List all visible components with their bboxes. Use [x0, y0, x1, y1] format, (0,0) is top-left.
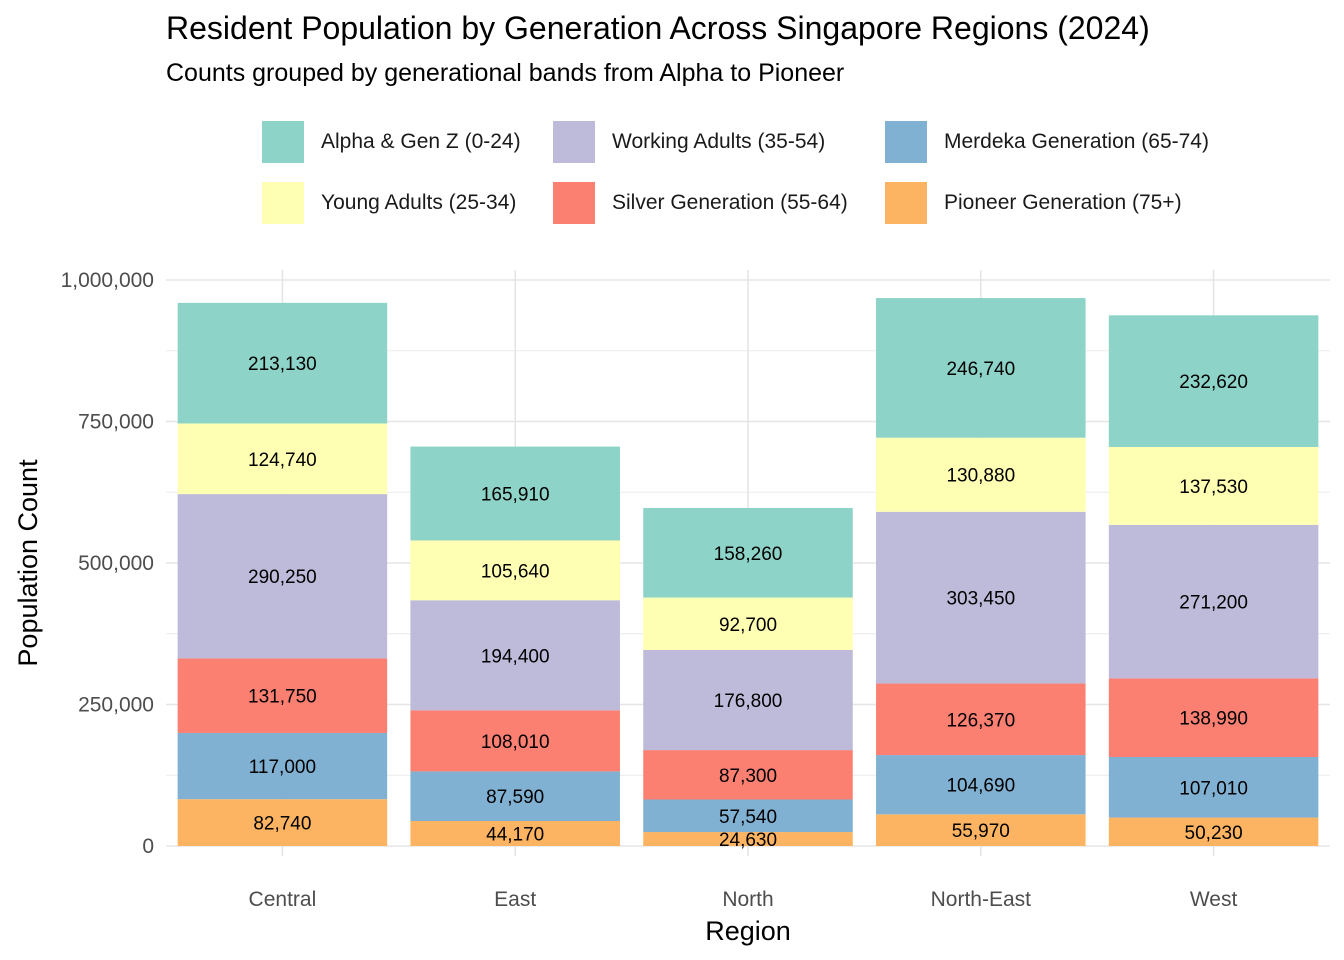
- chart-title: Resident Population by Generation Across…: [166, 10, 1150, 46]
- bar-value-label: 57,540: [719, 807, 777, 828]
- bar-segment: [876, 298, 1086, 438]
- bar-segment: [1108, 524, 1319, 679]
- bar-value-label: 87,300: [719, 766, 777, 787]
- bar-segment: [177, 799, 388, 846]
- bar-segment: [410, 600, 620, 711]
- bar-value-label: 138,990: [1179, 709, 1248, 730]
- y-tick-label: 250,000: [78, 694, 154, 717]
- bar-value-label: 92,700: [719, 615, 777, 636]
- y-tick-label: 1,000,000: [61, 269, 154, 292]
- bar-segment: [643, 650, 853, 751]
- bar-value-label: 104,690: [946, 776, 1015, 797]
- bar-value-label: 24,630: [719, 830, 777, 851]
- x-tick-label: Central: [249, 888, 317, 911]
- bar-segment: [1108, 817, 1319, 846]
- bar-value-label: 87,590: [486, 787, 544, 808]
- bar-value-label: 117,000: [249, 757, 316, 778]
- x-tick-label: East: [494, 888, 536, 911]
- y-tick-label: 0: [142, 835, 154, 858]
- bar-segment: [410, 820, 620, 846]
- bar-value-label: 194,400: [481, 646, 550, 667]
- bar-segment: [410, 446, 620, 541]
- bar-value-label: 44,170: [486, 824, 544, 845]
- bar-value-label: 82,740: [253, 814, 311, 835]
- bar-segment: [643, 507, 853, 598]
- bar-value-label: 165,910: [481, 485, 550, 506]
- bar-value-label: 137,530: [1179, 477, 1248, 498]
- bar-segment: [177, 732, 388, 800]
- bar-segment: [177, 423, 388, 495]
- bar-segment: [876, 755, 1086, 815]
- y-axis-title: Population Count: [13, 459, 43, 667]
- x-tick-label: North-East: [931, 888, 1032, 911]
- bar-value-label: 107,010: [1179, 778, 1248, 799]
- bar-segment: [643, 799, 853, 833]
- bar-value-label: 246,740: [946, 359, 1015, 380]
- bar-value-label: 55,970: [952, 821, 1010, 842]
- bar-value-label: 126,370: [946, 710, 1015, 731]
- bar-segment: [410, 540, 620, 601]
- x-axis-title: Region: [705, 916, 791, 946]
- bar-value-label: 131,750: [248, 687, 317, 708]
- bar-value-label: 158,260: [714, 544, 783, 565]
- bar-segment: [876, 814, 1086, 846]
- bar-segment: [1108, 757, 1319, 818]
- bar-segment: [643, 832, 853, 846]
- bar-segment: [410, 710, 620, 772]
- bar-segment: [643, 750, 853, 800]
- bar-segment: [876, 511, 1086, 684]
- bar-segment: [177, 494, 388, 659]
- chart-subtitle: Counts grouped by generational bands fro…: [166, 59, 845, 87]
- bar-segment: [643, 597, 853, 651]
- bar-value-label: 108,010: [481, 732, 550, 753]
- bar-segment: [876, 437, 1086, 512]
- bar-value-label: 213,130: [248, 354, 317, 375]
- y-tick-label: 500,000: [78, 552, 154, 575]
- x-tick-label: West: [1190, 888, 1238, 911]
- bar-value-label: 130,880: [946, 466, 1015, 487]
- bar-segment: [1108, 678, 1319, 758]
- bar-segment: [410, 771, 620, 821]
- x-tick-label: North: [722, 888, 773, 911]
- bar-value-label: 232,620: [1179, 372, 1248, 393]
- bar-segment: [876, 683, 1086, 756]
- bar-value-label: 303,450: [946, 589, 1015, 610]
- bar-value-label: 290,250: [248, 567, 317, 588]
- bar-segment: [177, 658, 388, 733]
- bar-value-label: 50,230: [1185, 823, 1243, 844]
- bar-segment: [1108, 446, 1319, 525]
- bar-value-label: 124,740: [248, 450, 317, 471]
- bar-value-label: 271,200: [1179, 593, 1248, 614]
- bar-segment: [1108, 315, 1319, 447]
- bar-segment: [177, 302, 388, 424]
- bar-value-label: 105,640: [481, 561, 550, 582]
- y-tick-label: 750,000: [78, 411, 154, 434]
- bar-value-label: 176,800: [714, 691, 783, 712]
